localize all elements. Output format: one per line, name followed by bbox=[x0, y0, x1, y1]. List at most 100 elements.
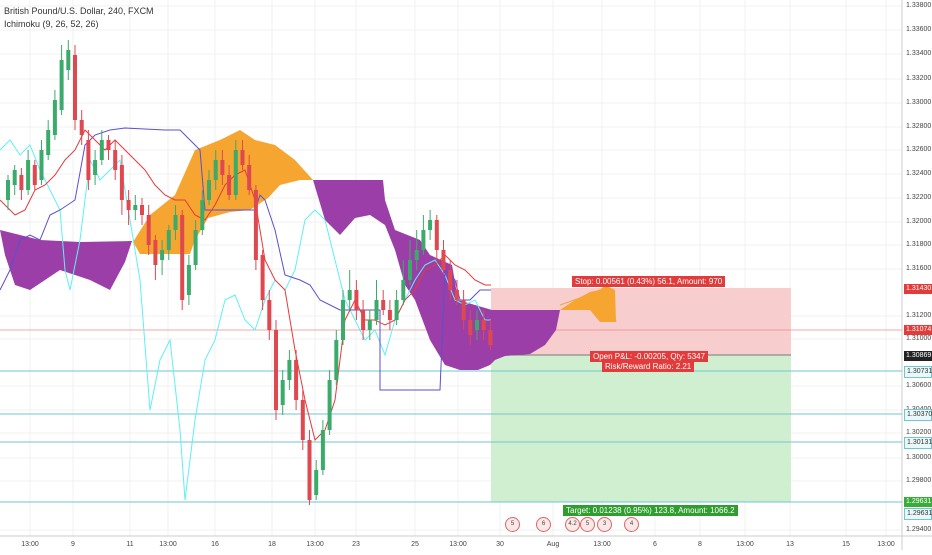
candle-body bbox=[307, 440, 312, 500]
economic-event-icon[interactable]: 4.2 bbox=[565, 517, 580, 532]
candle-body bbox=[173, 215, 178, 230]
candle-body bbox=[160, 250, 165, 260]
candle-body bbox=[347, 290, 352, 300]
candle-body bbox=[193, 230, 198, 265]
economic-event-icon[interactable]: 5 bbox=[580, 517, 595, 532]
candle-body bbox=[207, 180, 211, 200]
time-tick-label: 13:00 bbox=[593, 541, 611, 548]
candle-body bbox=[247, 165, 252, 190]
time-tick-label: 30 bbox=[496, 541, 504, 548]
price-tick-label: 1.33800 bbox=[906, 2, 932, 9]
economic-event-icon[interactable]: 6 bbox=[536, 517, 551, 532]
candle-body bbox=[327, 380, 332, 430]
indicator-label[interactable]: Ichimoku (9, 26, 52, 26) bbox=[4, 19, 99, 29]
price-tick-label: 1.32000 bbox=[906, 218, 932, 225]
time-tick-label: 16 bbox=[211, 541, 219, 548]
candle-body bbox=[126, 200, 131, 210]
candle-body bbox=[428, 220, 433, 230]
candle-body bbox=[253, 190, 258, 260]
price-tick-label: 1.33400 bbox=[906, 50, 932, 57]
candle-body bbox=[300, 400, 305, 440]
candle-body bbox=[287, 360, 292, 380]
stop-label[interactable]: Stop: 0.00561 (0.43%) 56.1, Amount: 970 bbox=[572, 276, 726, 287]
price-tick-label: 1.30200 bbox=[906, 429, 932, 436]
candle-body bbox=[39, 150, 44, 180]
time-tick-label: 13 bbox=[786, 541, 794, 548]
time-tick-label: Aug bbox=[546, 541, 560, 548]
candle-body bbox=[213, 160, 218, 180]
candle-body bbox=[434, 220, 439, 250]
economic-event-icon[interactable]: 3 bbox=[597, 517, 612, 532]
kumo-bull-1 bbox=[133, 130, 313, 254]
price-tick-label: 1.29800 bbox=[906, 477, 932, 484]
candle-body bbox=[19, 175, 24, 190]
candle-body bbox=[153, 240, 158, 265]
candle-body bbox=[320, 430, 325, 470]
time-tick-label: 25 bbox=[411, 541, 419, 548]
risk-reward-label[interactable]: Risk/Reward Ratio: 2.21 bbox=[602, 361, 695, 372]
candle-body bbox=[46, 130, 51, 155]
candle-body bbox=[73, 55, 77, 120]
candle-body bbox=[280, 380, 285, 405]
candle-body bbox=[461, 300, 466, 320]
target-zone[interactable] bbox=[491, 355, 791, 502]
price-tick-label: 1.31000 bbox=[906, 335, 932, 342]
candle-body bbox=[367, 320, 372, 330]
candle-body bbox=[441, 250, 446, 270]
time-tick-label: 18 bbox=[268, 541, 276, 548]
candle-body bbox=[394, 300, 399, 320]
kumo-bear-1 bbox=[0, 230, 132, 290]
time-tick-label: 13:00 bbox=[306, 541, 324, 548]
candle-body bbox=[374, 300, 379, 320]
price-tick-label: 1.32600 bbox=[906, 146, 932, 153]
candle-body bbox=[86, 140, 91, 180]
economic-event-icon[interactable]: 4 bbox=[624, 517, 639, 532]
candle-body bbox=[227, 175, 232, 195]
candle-body bbox=[448, 270, 453, 290]
price-tick-label: 1.31200 bbox=[906, 312, 932, 319]
price-tick-label: 1.31800 bbox=[906, 241, 932, 248]
open-pnl-label[interactable]: Open P&L: -0.00205, Qty: 5347 bbox=[590, 351, 709, 362]
time-tick-label: 11 bbox=[126, 541, 134, 548]
price-tick-label: 1.30600 bbox=[906, 382, 932, 389]
candle-body bbox=[233, 150, 238, 195]
candle-body bbox=[99, 140, 104, 160]
candle-body bbox=[113, 150, 118, 170]
candle-body bbox=[468, 320, 473, 335]
target-price-tag-2: 1.29631 bbox=[904, 508, 932, 520]
time-tick-label: 23 bbox=[352, 541, 360, 548]
kijun-sen-line bbox=[0, 127, 491, 391]
price-tick-label: 1.32400 bbox=[906, 170, 932, 177]
line3-price-tag: 1.30131 bbox=[904, 437, 932, 449]
time-tick-label: 13:00 bbox=[21, 541, 39, 548]
kumo-bull-2 bbox=[560, 285, 616, 322]
price-tick-label: 1.32200 bbox=[906, 194, 932, 201]
candle-body bbox=[294, 360, 299, 400]
candle-body bbox=[240, 150, 245, 165]
chart-title: British Pound/U.S. Dollar, 240, FXCM bbox=[4, 6, 154, 16]
time-tick-label: 8 bbox=[698, 541, 702, 548]
line1-price-tag: 1.30731 bbox=[904, 366, 932, 378]
candle-body bbox=[387, 310, 392, 320]
candle-body bbox=[66, 50, 71, 70]
candle-body bbox=[146, 215, 151, 245]
kumo-bear-2 bbox=[313, 180, 560, 370]
candle-body bbox=[401, 280, 406, 300]
candle-body bbox=[381, 300, 386, 310]
economic-event-icon[interactable]: 5 bbox=[505, 517, 520, 532]
price-tick-label: 1.30000 bbox=[906, 454, 932, 461]
candle-body bbox=[79, 120, 84, 135]
candle-body bbox=[408, 260, 412, 280]
candle-body bbox=[274, 330, 278, 410]
candle-body bbox=[314, 470, 319, 495]
price-tick-label: 1.33200 bbox=[906, 75, 932, 82]
candlesticks bbox=[6, 40, 493, 505]
time-tick-label: 6 bbox=[653, 541, 657, 548]
line2-price-tag: 1.30370 bbox=[904, 409, 932, 421]
time-tick-label: 13:00 bbox=[159, 541, 177, 548]
current-price-tag: 1.31074 bbox=[904, 325, 932, 335]
target-label[interactable]: Target: 0.01238 (0.95%) 123.8, Amount: 1… bbox=[563, 505, 738, 516]
candle-body bbox=[166, 230, 171, 250]
